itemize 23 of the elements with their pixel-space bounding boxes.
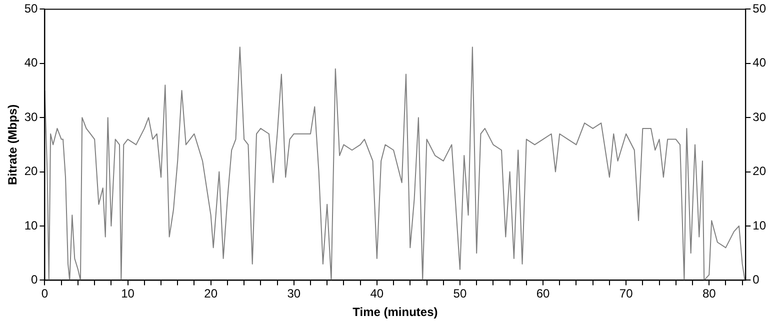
y-tick-label: 40: [24, 56, 38, 70]
x-tick-label: 30: [287, 286, 301, 301]
y-tick-label: 50: [24, 2, 38, 16]
y2-tick-label: 20: [752, 164, 766, 178]
y2-tick-label: 10: [752, 218, 766, 232]
y-tick-label: 20: [24, 164, 38, 178]
y-tick-label: 0: [31, 272, 38, 287]
y2-tick-label: 50: [752, 2, 766, 16]
y-axis-title: Bitrate (Mbps): [6, 104, 20, 186]
y2-tick-label: 40: [752, 56, 766, 70]
x-axis-title: Time (minutes): [352, 305, 438, 320]
x-tick-label: 80: [702, 286, 716, 301]
x-tick-label: 60: [536, 286, 550, 301]
x-tick-label: 40: [370, 286, 384, 301]
y-tick-label: 10: [24, 218, 38, 232]
x-tick-label: 20: [204, 286, 218, 301]
x-tick-label: 70: [619, 286, 634, 301]
y2-tick-label: 0: [752, 272, 760, 287]
x-tick-label: 0: [41, 286, 48, 301]
x-tick-label: 50: [453, 286, 467, 301]
y-tick-label: 30: [24, 110, 38, 124]
y2-tick-label: 30: [752, 110, 766, 124]
x-tick-label: 10: [121, 286, 135, 301]
